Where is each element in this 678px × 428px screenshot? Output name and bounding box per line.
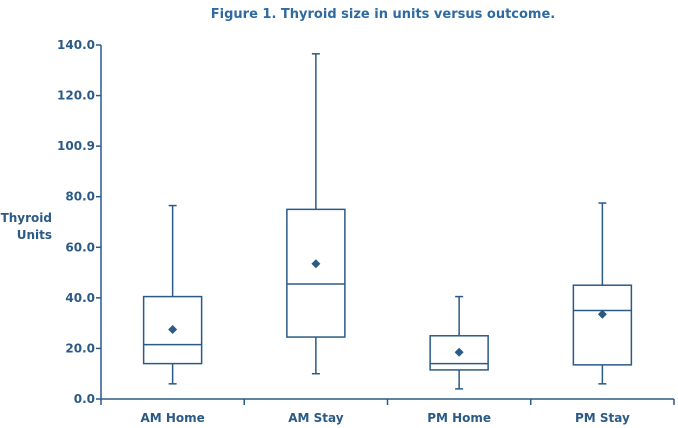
y-tick-label-7: 140.0: [57, 38, 95, 52]
y-tick-label-6: 120.0: [57, 89, 95, 103]
box-3-mean-marker: [597, 309, 607, 319]
box-3: [572, 202, 633, 385]
box-0: [142, 204, 203, 385]
y-axis-label-line-1: Thyroid: [1, 211, 52, 225]
box-1: [286, 53, 346, 375]
box-0-iqr: [142, 295, 203, 365]
box-2-mean-marker: [454, 347, 464, 357]
x-category-label-0: AM Home: [140, 411, 204, 425]
y-tick-label-5: 100.9: [57, 139, 95, 153]
y-tick-label-4: 80.0: [65, 190, 95, 204]
box-1-iqr: [286, 208, 346, 338]
y-tick-label-0: 0.0: [74, 392, 95, 406]
y-tick-label-3: 60.0: [65, 240, 95, 254]
y-tick-label-1: 20.0: [65, 341, 95, 355]
y-tick-label-2: 40.0: [65, 291, 95, 305]
x-category-label-2: PM Home: [427, 411, 491, 425]
chart-title: Figure 1. Thyroid size in units versus o…: [211, 7, 555, 22]
y-axis-label-line-2: Units: [17, 228, 52, 242]
box-0-mean-marker: [168, 324, 178, 334]
box-2: [429, 295, 489, 390]
box-1-mean-marker: [311, 259, 321, 269]
x-category-label-1: AM Stay: [288, 411, 344, 425]
x-category-label-3: PM Stay: [575, 411, 630, 425]
box-3-iqr: [572, 284, 633, 366]
box-2-iqr: [429, 335, 489, 371]
